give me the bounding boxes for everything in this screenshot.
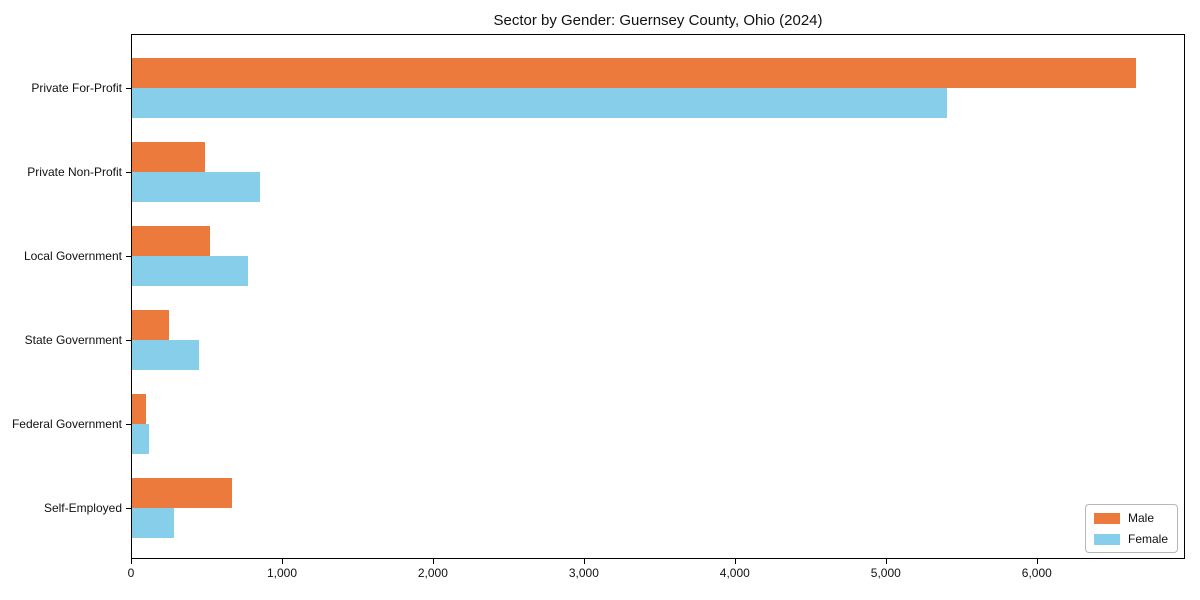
plot-area <box>131 34 1185 559</box>
legend-label-female: Female <box>1127 532 1168 546</box>
x-axis-tick <box>1036 559 1038 564</box>
x-axis-tick-label: 1,000 <box>266 566 298 580</box>
bar-female-federal-government <box>132 424 149 454</box>
y-axis-tick <box>126 88 131 89</box>
bar-male-federal-government <box>132 394 146 424</box>
x-axis-tick-label: 3,000 <box>568 566 599 580</box>
x-axis-tick-label: 2,000 <box>417 566 448 580</box>
x-axis-tick <box>885 559 887 564</box>
chart-title: Sector by Gender: Guernsey County, Ohio … <box>493 12 823 29</box>
x-axis-tick <box>282 559 283 564</box>
bar-male-self-employed <box>132 478 232 508</box>
category-label-state-government: State Government <box>24 333 122 347</box>
y-axis-tick <box>126 172 131 173</box>
x-axis-tick-label: 0 <box>127 566 135 580</box>
legend-swatch-male <box>1093 512 1120 524</box>
legend-item-female: Female <box>1093 532 1168 546</box>
y-axis-tick <box>126 508 131 509</box>
x-axis-tick-label: 4,000 <box>719 566 750 580</box>
legend-label-male: Male <box>1127 511 1154 525</box>
bar-female-self-employed <box>132 508 174 538</box>
category-label-private-for-profit: Private For-Profit <box>31 81 122 95</box>
x-axis-tick <box>734 559 736 564</box>
bar-female-private-non-profit <box>132 172 260 202</box>
x-axis-tick-label: 5,000 <box>870 566 901 580</box>
legend-item-male: Male <box>1093 511 1168 525</box>
legend-swatch-female <box>1093 533 1120 545</box>
category-label-federal-government: Federal Government <box>11 417 122 431</box>
category-label-private-non-profit: Private Non-Profit <box>27 165 122 179</box>
legend: Male Female <box>1084 504 1178 553</box>
x-axis-tick <box>583 559 585 564</box>
bar-male-local-government <box>132 226 210 256</box>
bar-female-state-government <box>132 340 199 370</box>
bar-male-state-government <box>132 310 169 340</box>
y-axis-tick <box>126 256 131 257</box>
bar-male-private-non-profit <box>132 142 205 172</box>
bar-female-private-for-profit <box>132 88 947 118</box>
y-axis-tick <box>126 424 131 425</box>
x-axis-tick <box>131 559 132 564</box>
category-label-local-government: Local Government <box>23 249 122 263</box>
bar-male-private-for-profit <box>132 58 1136 88</box>
category-label-self-employed: Self-Employed <box>43 501 122 515</box>
x-axis-tick <box>432 559 434 564</box>
y-axis-tick <box>126 340 131 341</box>
x-axis-tick-label: 6,000 <box>1021 566 1052 580</box>
bar-female-local-government <box>132 256 248 286</box>
